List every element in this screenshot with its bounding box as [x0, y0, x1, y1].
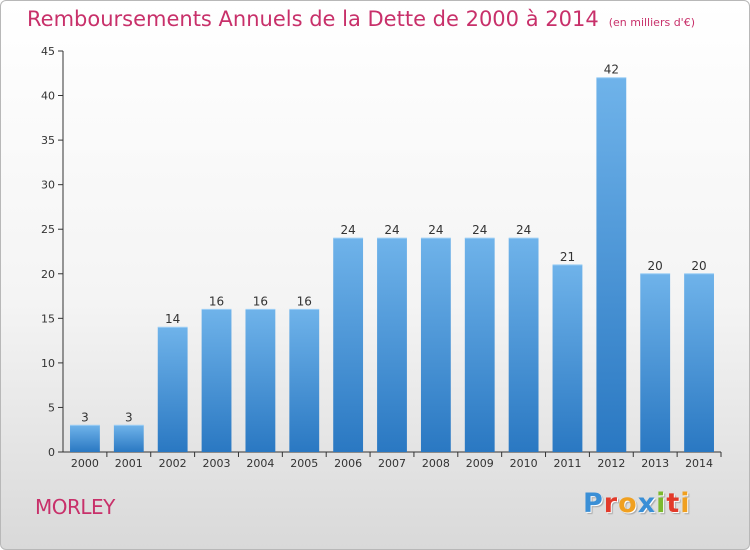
chart-unit-note: (en milliers d'€): [608, 16, 695, 29]
chart-axes: 0 5 10 15 20 25 30 35 40 45 2000 2001 2002 2003 2004 20…: [41, 45, 722, 470]
y-tick-label: 30: [41, 179, 55, 192]
y-tick-label: 40: [41, 90, 55, 103]
x-tick-label: 2000: [71, 457, 99, 470]
x-tick-label: 2014: [685, 457, 713, 470]
bar: [640, 273, 671, 452]
y-tick-label: 5: [48, 401, 55, 414]
bar: [552, 264, 583, 452]
bar: [70, 425, 100, 452]
logo-letter: i: [656, 488, 667, 519]
logo-letter: o: [618, 488, 638, 519]
bar: [596, 77, 627, 452]
x-tick-label: 2009: [466, 457, 494, 470]
x-tick-label: 2011: [553, 457, 581, 470]
logo-letter: x: [637, 488, 657, 519]
bar: [201, 309, 232, 452]
bar-value-label: 16: [209, 294, 224, 308]
x-tick-label: 2004: [246, 457, 274, 470]
bar: [684, 273, 714, 452]
y-tick-label: 20: [41, 268, 55, 281]
logo-letter: P: [583, 488, 604, 519]
bar-value-label: 24: [384, 223, 399, 237]
x-tick-label: 2008: [422, 457, 450, 470]
bar: [289, 309, 320, 452]
y-tick-label: 25: [41, 223, 55, 236]
bar-value-label: 3: [81, 410, 89, 424]
bar-value-label: 24: [428, 223, 443, 237]
x-tick-label: 2012: [597, 457, 625, 470]
x-tick-label: 2001: [115, 457, 143, 470]
x-tick-label: 2007: [378, 457, 406, 470]
x-tick-label: 2010: [510, 457, 538, 470]
chart-title: Remboursements Annuels de la Dette de 20…: [27, 7, 695, 31]
bar-value-label: 14: [165, 312, 180, 326]
logo-letter: t: [666, 488, 681, 519]
x-tick-label: 2013: [641, 457, 669, 470]
bar: [245, 309, 276, 452]
bar: [464, 238, 495, 452]
y-tick-label: 15: [41, 312, 55, 325]
bar: [377, 238, 407, 452]
x-tick-label: 2006: [334, 457, 362, 470]
x-tick-label: 2002: [159, 457, 187, 470]
bar-value-label: 20: [648, 259, 663, 273]
y-tick-label: 0: [48, 446, 55, 459]
bar-value-label: 24: [516, 223, 531, 237]
bar-value-label: 24: [472, 223, 487, 237]
bar-value-label: 20: [691, 259, 706, 273]
chart-title-text: Remboursements Annuels de la Dette de 20…: [27, 7, 599, 31]
bar-value-label: 16: [297, 294, 312, 308]
logo-letter: r: [603, 488, 619, 519]
bar-value-label: 21: [560, 250, 575, 264]
bar: [508, 238, 539, 452]
bar-value-label: 16: [253, 294, 268, 308]
bar-value-label: 42: [604, 63, 619, 77]
commune-name: MORLEY: [35, 495, 115, 519]
x-tick-label: 2005: [290, 457, 318, 470]
chart-bars: [70, 77, 714, 452]
chart-data-labels: 3 3 14 16 16 16 24 24 24 24 24 21 42 20 20: [81, 63, 707, 425]
bar: [113, 425, 144, 452]
y-tick-label: 35: [41, 134, 55, 147]
x-tick-label: 2003: [203, 457, 231, 470]
bar: [333, 238, 364, 452]
bar-value-label: 3: [125, 410, 133, 424]
bar-value-label: 24: [340, 223, 355, 237]
y-tick-label: 10: [41, 357, 55, 370]
bar: [420, 238, 451, 452]
bar: [157, 327, 188, 452]
logo-letter: i: [680, 488, 691, 519]
proxiti-logo[interactable]: Proxiti: [583, 488, 691, 519]
y-tick-label: 45: [41, 45, 55, 58]
